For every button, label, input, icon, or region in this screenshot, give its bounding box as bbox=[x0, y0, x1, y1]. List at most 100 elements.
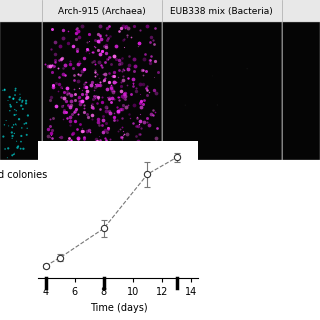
Point bbox=[126, 76, 131, 81]
Point bbox=[115, 145, 120, 150]
Point bbox=[77, 72, 82, 77]
Point bbox=[103, 108, 108, 114]
Point bbox=[87, 50, 92, 55]
Point bbox=[111, 88, 116, 93]
Point bbox=[50, 26, 55, 31]
Bar bbox=[282, 22, 320, 160]
Point bbox=[121, 90, 126, 95]
Point bbox=[132, 56, 137, 61]
Point bbox=[68, 62, 73, 67]
Point bbox=[107, 34, 112, 39]
Point bbox=[71, 44, 76, 49]
Point bbox=[116, 98, 121, 103]
Point bbox=[127, 152, 132, 157]
Point bbox=[81, 154, 86, 159]
Point bbox=[119, 136, 124, 141]
Point bbox=[82, 135, 87, 140]
Point bbox=[78, 98, 83, 103]
Point bbox=[121, 23, 126, 28]
Point bbox=[13, 122, 18, 127]
Point bbox=[49, 46, 54, 51]
Point bbox=[85, 128, 90, 133]
Point bbox=[42, 146, 47, 151]
Point bbox=[81, 85, 86, 90]
Point bbox=[12, 152, 17, 157]
Point bbox=[108, 140, 113, 145]
Point bbox=[134, 115, 139, 120]
Point bbox=[58, 44, 63, 49]
Point bbox=[85, 115, 90, 120]
Point bbox=[151, 75, 156, 80]
Point bbox=[138, 81, 143, 86]
Point bbox=[77, 122, 83, 127]
Point bbox=[66, 135, 71, 140]
Point bbox=[125, 66, 130, 71]
Point bbox=[3, 147, 8, 152]
Point bbox=[80, 92, 85, 97]
Point bbox=[92, 59, 97, 64]
Point bbox=[100, 129, 106, 134]
Point bbox=[146, 90, 151, 95]
Point bbox=[70, 154, 75, 159]
Point bbox=[215, 102, 220, 108]
Point bbox=[94, 142, 99, 148]
Point bbox=[88, 82, 93, 87]
Point bbox=[109, 99, 114, 104]
Point bbox=[115, 141, 120, 146]
Point bbox=[117, 107, 122, 112]
Point bbox=[123, 26, 128, 31]
Point bbox=[98, 107, 103, 112]
Point bbox=[119, 56, 124, 61]
Point bbox=[24, 132, 29, 137]
Point bbox=[107, 54, 112, 59]
Point bbox=[5, 155, 10, 160]
Point bbox=[53, 51, 58, 56]
Point bbox=[111, 53, 116, 58]
Point bbox=[145, 24, 150, 29]
Point bbox=[111, 73, 116, 78]
Point bbox=[20, 98, 25, 103]
Point bbox=[74, 141, 79, 146]
Point bbox=[124, 132, 130, 137]
Point bbox=[83, 49, 88, 54]
Point bbox=[75, 136, 80, 141]
Point bbox=[90, 104, 95, 109]
Point bbox=[112, 154, 117, 159]
Point bbox=[138, 91, 143, 96]
Point bbox=[118, 107, 123, 112]
Point bbox=[133, 124, 139, 129]
Point bbox=[82, 82, 87, 87]
Point bbox=[110, 73, 115, 78]
Point bbox=[47, 123, 52, 128]
X-axis label: Time (days): Time (days) bbox=[90, 303, 147, 313]
Point bbox=[46, 64, 51, 69]
Point bbox=[12, 131, 17, 136]
Point bbox=[104, 50, 109, 55]
Point bbox=[144, 69, 149, 74]
Point bbox=[64, 85, 69, 90]
Point bbox=[118, 154, 123, 159]
Point bbox=[87, 38, 92, 43]
Point bbox=[85, 47, 90, 52]
Point bbox=[141, 97, 147, 102]
Point bbox=[90, 116, 95, 122]
Point bbox=[118, 26, 124, 31]
Point bbox=[101, 78, 107, 83]
Point bbox=[116, 62, 121, 67]
Point bbox=[22, 121, 27, 126]
Point bbox=[92, 37, 97, 43]
Point bbox=[119, 94, 124, 99]
Point bbox=[119, 84, 124, 89]
Point bbox=[124, 104, 129, 109]
Point bbox=[97, 83, 102, 88]
Text: EUB338 mix (Bacteria): EUB338 mix (Bacteria) bbox=[170, 7, 273, 16]
Point bbox=[128, 116, 133, 121]
Point bbox=[98, 63, 103, 68]
Point bbox=[138, 131, 143, 136]
Point bbox=[74, 126, 79, 131]
Point bbox=[81, 103, 86, 108]
Point bbox=[139, 104, 144, 109]
Point bbox=[138, 148, 143, 153]
Point bbox=[68, 137, 74, 142]
Point bbox=[94, 148, 99, 153]
